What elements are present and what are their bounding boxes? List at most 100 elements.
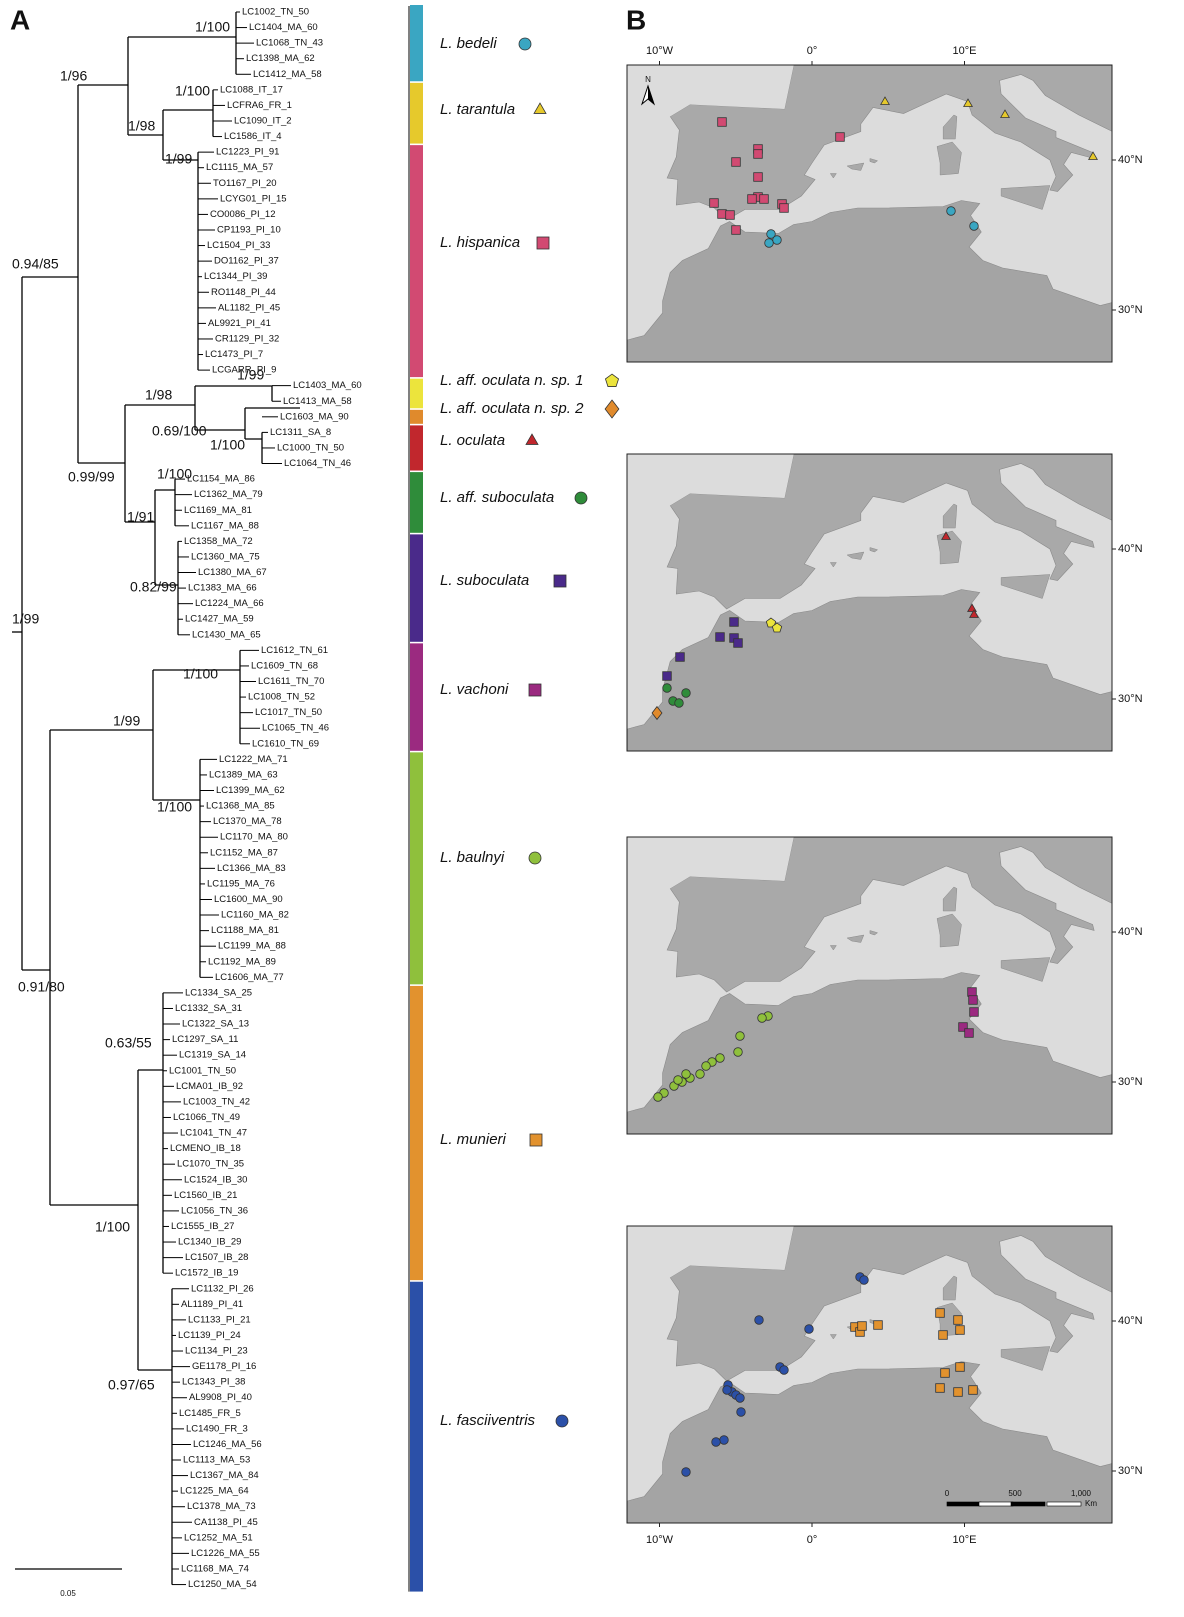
tip-label: LC1360_MA_75: [191, 551, 260, 562]
symbol: [936, 1384, 945, 1393]
symbol: [696, 1070, 705, 1079]
scale-label: 1,000: [1071, 1489, 1092, 1498]
symbol: [748, 195, 757, 204]
symbol: [836, 133, 845, 142]
tip-label: LC1322_SA_13: [182, 1019, 249, 1030]
symbol: [970, 1008, 979, 1017]
tip-label: LC1168_MA_74: [181, 1564, 249, 1575]
symbol: [968, 988, 977, 997]
symbol: [858, 1322, 867, 1331]
figure: A B LC1002_TN_50LC1404_MA_60LC1068_TN_43…: [0, 0, 1184, 1612]
symbol: [734, 639, 743, 648]
support-label: 0.82/99: [130, 579, 177, 595]
symbol: [956, 1326, 965, 1335]
tip-label: LC1115_MA_57: [206, 162, 273, 173]
tip-label: LC1252_MA_51: [184, 1532, 253, 1543]
tip-label: LC1223_PI_91: [216, 147, 279, 158]
symbol: [720, 1436, 729, 1445]
symbol: [682, 1468, 691, 1477]
lon-label: 0°: [807, 45, 818, 57]
clade-bar: [410, 752, 423, 984]
scale-label: 0.05: [60, 1589, 76, 1598]
tip-label: LC1041_TN_47: [180, 1128, 247, 1139]
clade-name: L. munieri: [440, 1131, 507, 1148]
symbol: [954, 1388, 963, 1397]
tip-label: LC1555_IB_27: [171, 1221, 234, 1232]
tip-label: LC1490_FR_3: [186, 1423, 248, 1434]
symbol: [754, 150, 763, 159]
tip-label: LC1133_PI_21: [188, 1314, 251, 1325]
tip-label: LC1001_TN_50: [169, 1065, 236, 1076]
tip-label: LC1199_MA_88: [218, 941, 286, 952]
symbol: [780, 1366, 789, 1375]
tip-label: CR1129_PI_32: [215, 333, 279, 344]
tip-label: LC1226_MA_55: [191, 1548, 260, 1559]
tip-label: LC1003_TN_42: [183, 1096, 250, 1107]
scale-unit: Km: [1085, 1499, 1097, 1508]
map: [627, 454, 1112, 753]
tip-label: LC1000_TN_50: [277, 442, 344, 453]
clade-name: L. bedeli: [440, 35, 497, 52]
support-label: 1/100: [157, 466, 192, 482]
clade-name: L. baulnyi: [440, 849, 505, 866]
symbol: [556, 1415, 568, 1427]
symbol: [805, 1325, 814, 1334]
tip-label: LC1603_MA_90: [280, 411, 349, 422]
symbol: [947, 207, 956, 216]
map: [627, 65, 1112, 364]
symbol: [716, 1054, 725, 1063]
tip-label: LC1225_MA_64: [180, 1486, 249, 1497]
symbol: [712, 1438, 721, 1447]
symbol: [965, 1029, 974, 1038]
clade-name: L. hispanica: [440, 234, 520, 251]
clade-bar: [410, 410, 423, 424]
symbol: [734, 1048, 743, 1057]
symbol: [956, 1363, 965, 1372]
tip-label: LC1389_MA_63: [209, 769, 278, 780]
symbol: [654, 1093, 663, 1102]
tip-label: LCFRA6_FR_1: [227, 100, 292, 111]
tip-label: LC1134_PI_23: [185, 1346, 248, 1357]
tip-label: LC1362_MA_79: [194, 489, 263, 500]
symbol: [939, 1331, 948, 1340]
tip-label: LC1398_MA_62: [246, 53, 315, 64]
tip-label: LC1611_TN_70: [258, 676, 324, 687]
symbol: [723, 1386, 732, 1395]
lon-label: 10°E: [953, 45, 977, 57]
clade-name: L. aff. oculata n. sp. 2: [440, 400, 584, 417]
symbol: [529, 684, 541, 696]
tip-label: RO1148_PI_44: [211, 287, 276, 298]
tip-label: LC1380_MA_67: [198, 567, 267, 578]
clade-bar: [410, 379, 423, 409]
tip-label: LC1399_MA_62: [216, 785, 285, 796]
tip-label: LC1246_MA_56: [193, 1439, 262, 1450]
tip-label: AL1182_PI_45: [218, 302, 280, 313]
clade-name: L. tarantula: [440, 101, 515, 118]
clade-name: L. aff. suboculata: [440, 489, 554, 506]
clade-bar: [410, 425, 423, 470]
tip-label: LC1343_PI_38: [182, 1377, 245, 1388]
tip-label: LC1297_SA_11: [172, 1034, 238, 1045]
panel-label: A: [10, 4, 30, 35]
symbol: [730, 618, 739, 627]
symbol: [682, 1070, 691, 1079]
lon-label: 10°W: [646, 1534, 674, 1546]
tip-label: LC1507_IB_28: [185, 1252, 248, 1263]
tip-label: LC1132_PI_26: [191, 1283, 254, 1294]
lat-label: 40°N: [1118, 1315, 1143, 1327]
scale-label: 0: [945, 1489, 950, 1498]
symbol: [682, 689, 691, 698]
map: [627, 1226, 1112, 1525]
tip-label: LC1609_TN_68: [251, 660, 318, 671]
support-label: 0.63/55: [105, 1035, 152, 1051]
symbol: [755, 1316, 764, 1325]
clade-name: L. vachoni: [440, 681, 509, 698]
support-label: 1/91: [127, 509, 154, 525]
symbol: [575, 492, 587, 504]
tip-label: LCYG01_PI_15: [220, 193, 287, 204]
tip-label: LC1332_SA_31: [175, 1003, 242, 1014]
support-label: 0.69/100: [152, 423, 207, 439]
tip-label: CP1193_PI_10: [217, 224, 281, 235]
support-label: 1/100: [195, 19, 230, 35]
tip-label: LC1065_TN_46: [262, 723, 329, 734]
